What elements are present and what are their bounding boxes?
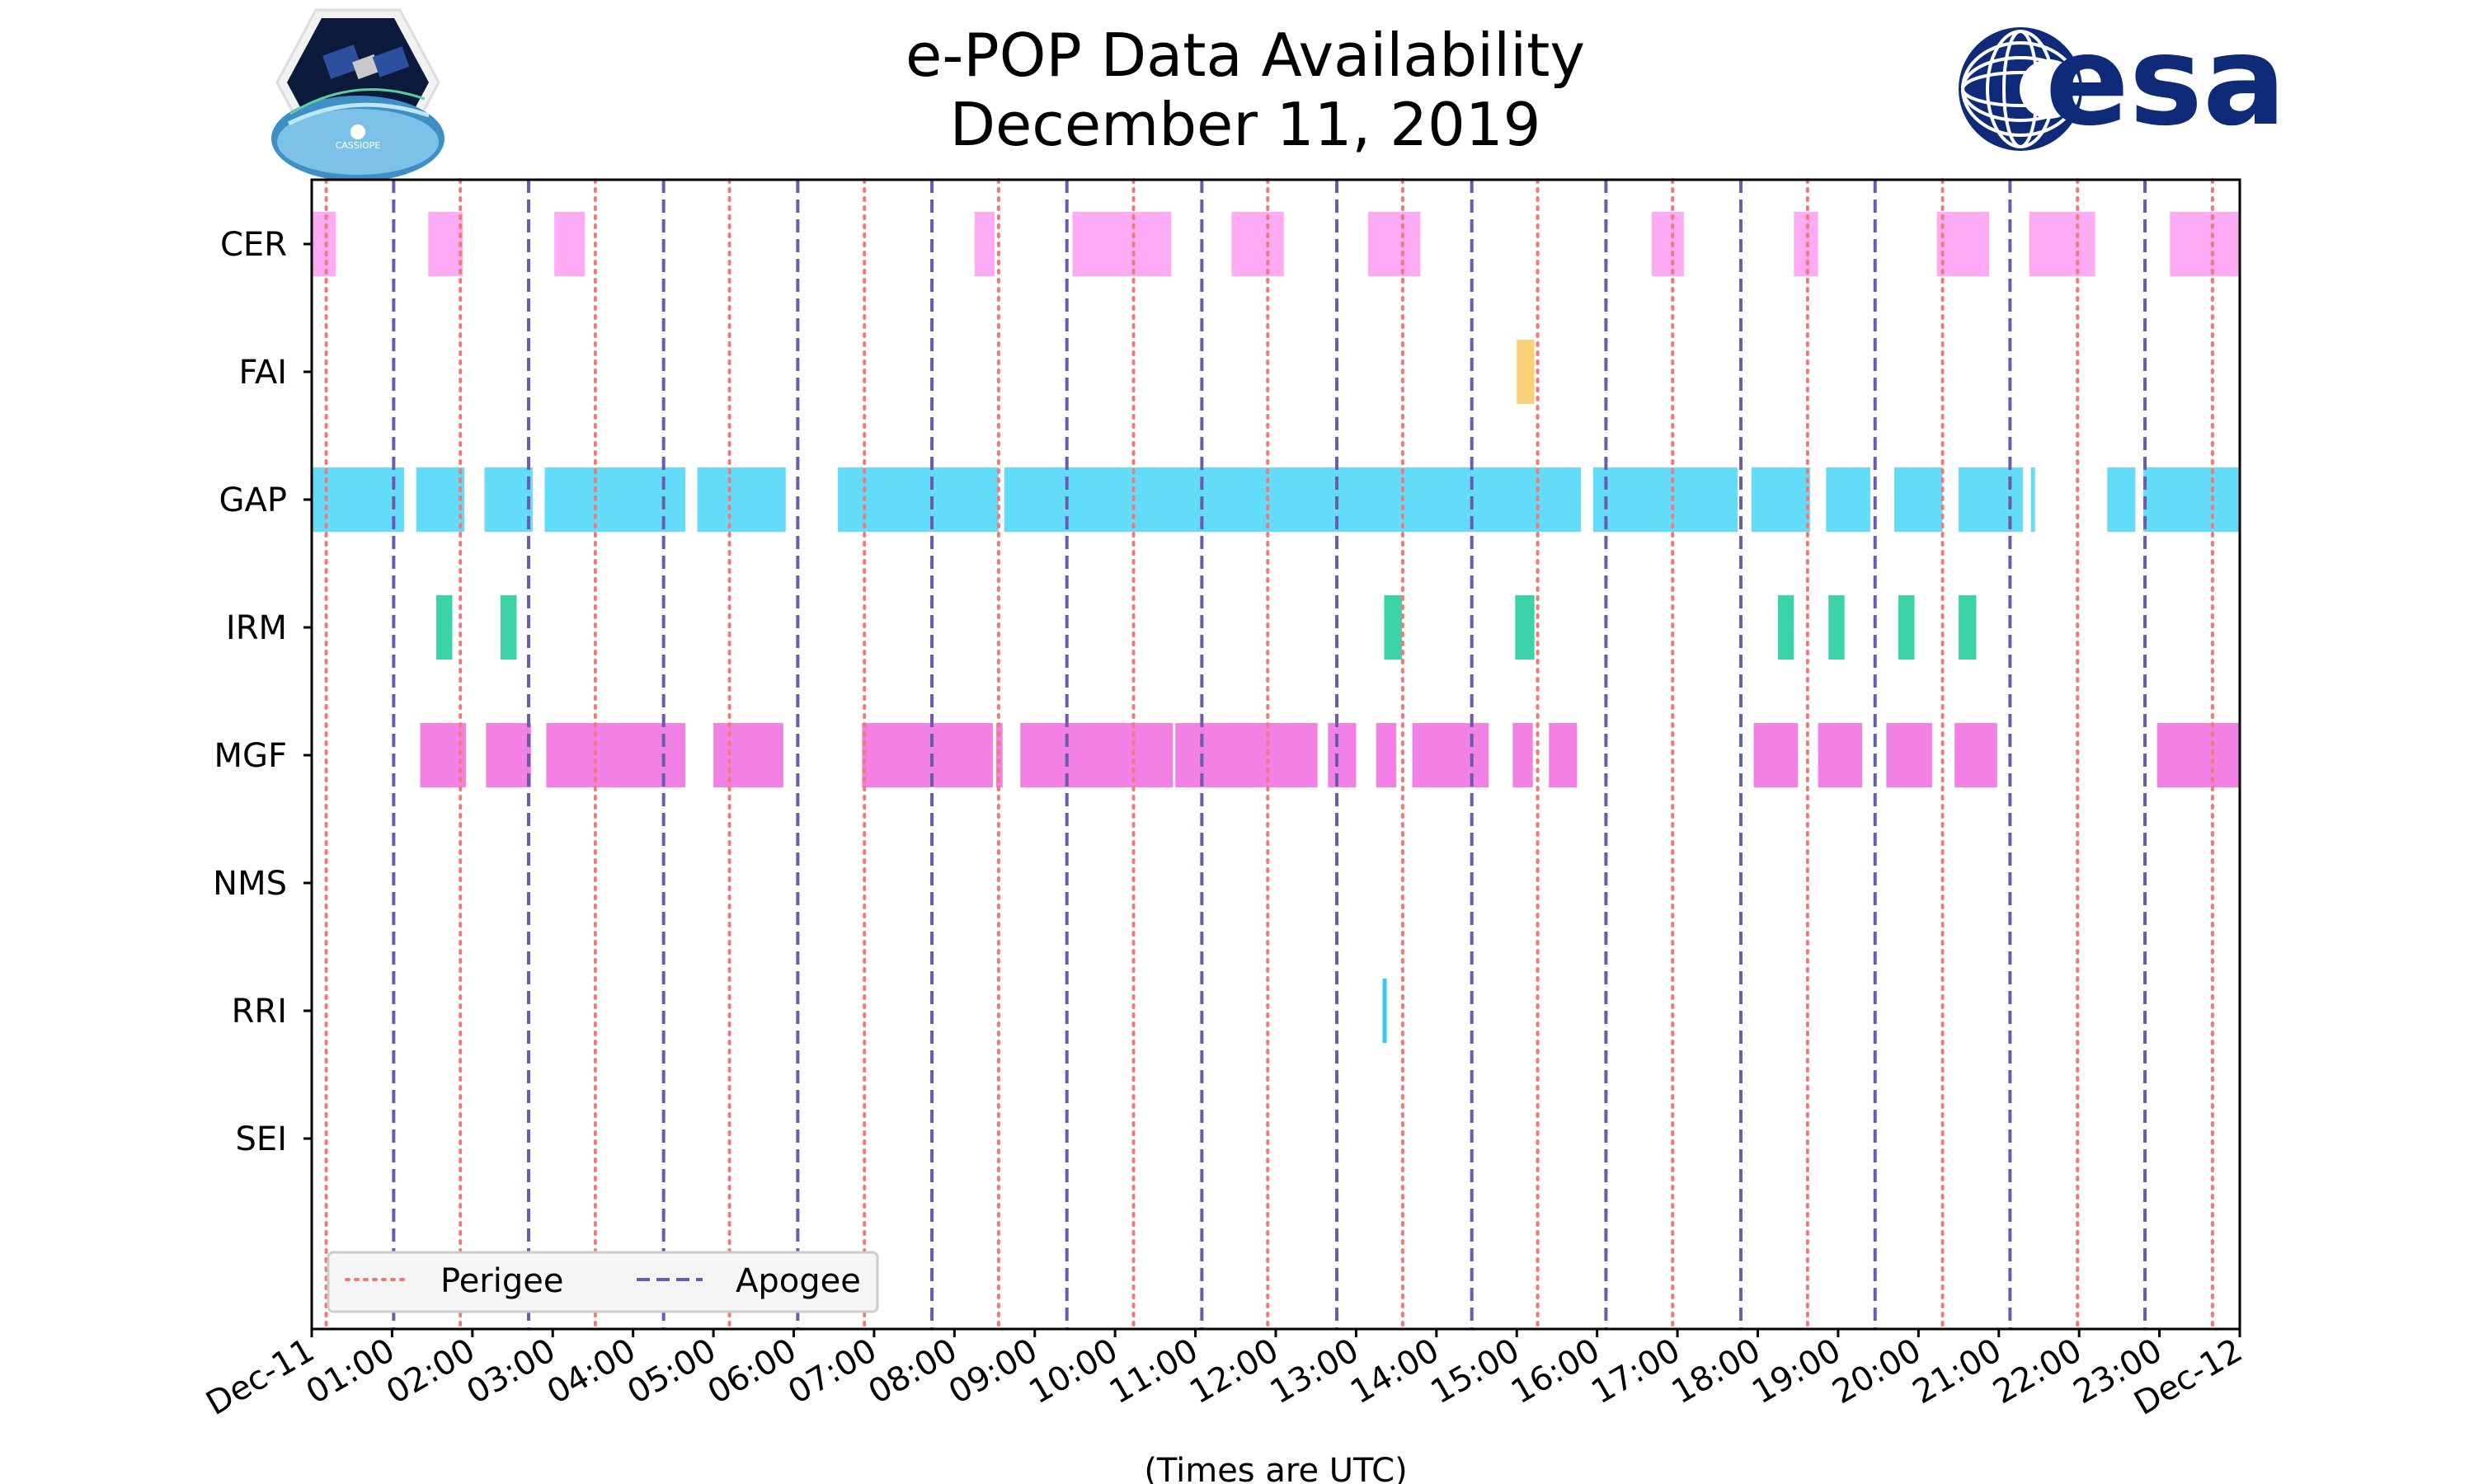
cassiope-logo: CASSIOPE <box>271 8 444 181</box>
x-tick-label-8: 08:00 <box>862 1331 963 1411</box>
bar-cer-4 <box>1072 212 1172 276</box>
esa-logo: esa <box>1959 10 2286 153</box>
x-tick-label-17: 17:00 <box>1585 1331 1686 1411</box>
x-tick-label-9: 09:00 <box>943 1331 1044 1411</box>
legend-perigee-label: Perigee <box>440 1262 563 1300</box>
bar-cer-3 <box>974 212 995 276</box>
bar-mgf-14 <box>1818 723 1863 787</box>
bar-irm-5 <box>1828 595 1845 660</box>
x-tick-label-21: 21:00 <box>1907 1331 2008 1411</box>
bar-mgf-16 <box>1954 723 1997 787</box>
bar-cer-5 <box>1231 212 1284 276</box>
x-tick-label-1: 01:00 <box>300 1331 402 1411</box>
bar-cer-6 <box>1368 212 1421 276</box>
bar-gap-7 <box>1592 467 1738 532</box>
x-tick-label-7: 07:00 <box>782 1331 883 1411</box>
data-bars <box>312 212 2240 1043</box>
bar-irm-6 <box>1898 595 1915 660</box>
x-tick-label-16: 16:00 <box>1505 1331 1606 1411</box>
x-tick-label-2: 02:00 <box>380 1331 482 1411</box>
y-tick-label-cer: CER <box>220 226 287 264</box>
x-tick-label-6: 06:00 <box>702 1331 803 1411</box>
bar-mgf-6 <box>1020 723 1174 787</box>
bar-cer-1 <box>428 212 463 276</box>
bar-mgf-11 <box>1512 723 1533 787</box>
x-tick-label-12: 12:00 <box>1183 1331 1285 1411</box>
bar-cer-9 <box>1936 212 1990 276</box>
bar-irm-2 <box>1384 595 1402 660</box>
x-tick-label-13: 13:00 <box>1264 1331 1366 1411</box>
x-tick-label-22: 22:00 <box>1987 1331 2088 1411</box>
bar-gap-1 <box>416 467 465 532</box>
bar-gap-10 <box>1894 467 1943 532</box>
cassiope-logo-text: CASSIOPE <box>336 140 381 151</box>
bar-gap-14 <box>2143 467 2240 532</box>
x-tick-label-3: 03:00 <box>460 1331 562 1411</box>
bar-mgf-3 <box>713 723 783 787</box>
bar-gap-12 <box>2030 467 2035 532</box>
bar-mgf-8 <box>1328 723 1357 787</box>
bar-gap-6 <box>1004 467 1582 532</box>
bar-gap-3 <box>544 467 685 532</box>
x-tick-label-10: 10:00 <box>1023 1331 1124 1411</box>
bar-gap-5 <box>838 467 999 532</box>
esa-logo-text: esa <box>2045 10 2286 153</box>
bar-mgf-13 <box>1753 723 1799 787</box>
bar-irm-1 <box>500 595 517 660</box>
bar-mgf-4 <box>862 723 994 787</box>
x-tick-label-4: 04:00 <box>541 1331 642 1411</box>
legend-frame <box>327 1251 879 1313</box>
bar-mgf-7 <box>1175 723 1318 787</box>
bar-gap-11 <box>1959 467 2023 532</box>
bar-gap-2 <box>484 467 533 532</box>
bar-mgf-12 <box>1549 723 1578 787</box>
x-axis-label: (Times are UTC) <box>1144 1452 1407 1484</box>
bar-mgf-1 <box>486 723 531 787</box>
chart-title-line-2: December 11, 2019 <box>950 90 1541 159</box>
x-axis: Dec-1101:0002:0003:0004:0005:0006:0007:0… <box>200 1329 2249 1423</box>
bar-mgf-15 <box>1886 723 1932 787</box>
x-tick-label-5: 05:00 <box>621 1331 722 1411</box>
bar-cer-0 <box>312 212 336 276</box>
bar-mgf-9 <box>1376 723 1397 787</box>
bar-mgf-17 <box>2157 723 2240 787</box>
y-tick-label-fai: FAI <box>239 354 288 392</box>
y-tick-label-rri: RRI <box>232 993 287 1031</box>
bar-cer-2 <box>554 212 586 276</box>
y-axis: CER FAI GAP IRM MGF NMS RRI SEI <box>213 226 312 1158</box>
bar-fai-0 <box>1517 340 1535 404</box>
bar-cer-10 <box>2029 212 2095 276</box>
chart-title-line-1: e-POP Data Availability <box>905 21 1585 90</box>
y-tick-label-irm: IRM <box>226 609 287 647</box>
bar-mgf-10 <box>1412 723 1489 787</box>
legend: Perigee Apogee <box>327 1251 879 1313</box>
bar-gap-8 <box>1751 467 1810 532</box>
x-tick-label-15: 15:00 <box>1424 1331 1526 1411</box>
y-tick-label-sei: SEI <box>236 1120 287 1158</box>
y-tick-label-mgf: MGF <box>214 737 287 775</box>
bar-gap-9 <box>1826 467 1870 532</box>
bar-gap-4 <box>697 467 786 532</box>
y-tick-label-gap: GAP <box>219 481 287 519</box>
bar-mgf-5 <box>995 723 1003 787</box>
y-tick-label-nms: NMS <box>213 865 287 903</box>
bar-irm-4 <box>1777 595 1794 660</box>
x-tick-label-14: 14:00 <box>1344 1331 1446 1411</box>
bar-irm-0 <box>435 595 453 660</box>
bar-irm-3 <box>1515 595 1535 660</box>
legend-apogee-label: Apogee <box>736 1262 861 1300</box>
x-tick-label-18: 18:00 <box>1666 1331 1767 1411</box>
x-tick-label-20: 20:00 <box>1826 1331 1927 1411</box>
orbit-lines <box>324 178 2214 1331</box>
x-tick-label-19: 19:00 <box>1746 1331 1847 1411</box>
bar-gap-13 <box>2107 467 2136 532</box>
bar-mgf-0 <box>420 723 467 787</box>
bar-cer-7 <box>1651 212 1684 276</box>
bar-cer-11 <box>2170 212 2240 276</box>
bar-irm-7 <box>1959 595 1977 660</box>
x-tick-label-11: 11:00 <box>1103 1331 1205 1411</box>
bar-rri-0 <box>1382 979 1387 1043</box>
